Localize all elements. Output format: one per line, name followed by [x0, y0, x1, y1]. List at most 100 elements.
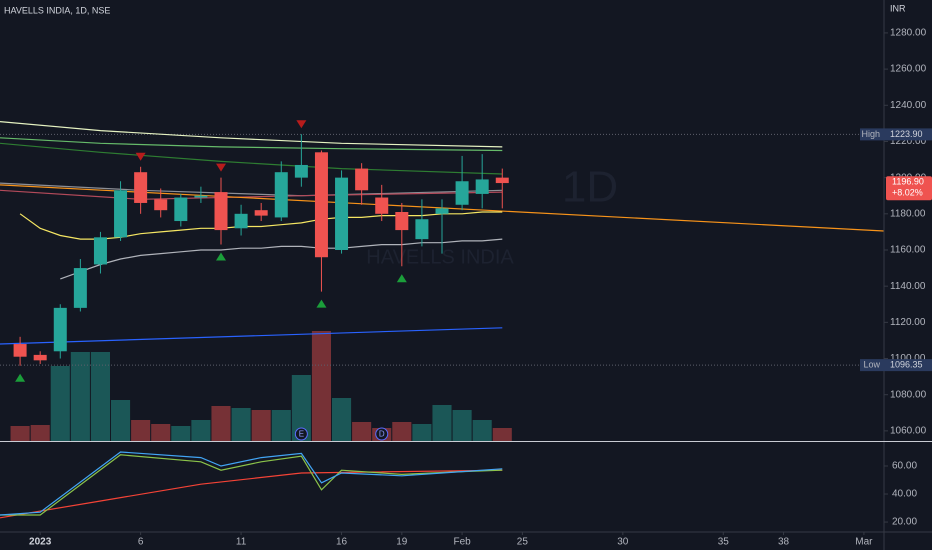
event-icon	[294, 427, 308, 441]
last-price-box	[886, 176, 932, 201]
candle-body	[274, 172, 288, 218]
low-marker-box	[860, 359, 932, 372]
y-tick-label: 1220.00	[890, 136, 927, 147]
candle-body	[13, 344, 27, 357]
candle-body	[214, 192, 228, 231]
overlay-line	[0, 137, 503, 152]
volume-bar	[10, 426, 30, 441]
candle-body	[254, 210, 268, 216]
last-change: +8.02%	[892, 188, 923, 198]
volume-bar	[432, 405, 452, 441]
last-price: 1196.90	[892, 177, 924, 187]
volume-bar	[50, 366, 70, 441]
candle-body	[375, 197, 389, 214]
volume-bar	[251, 410, 271, 441]
y-tick-label: 1180.00	[890, 208, 926, 219]
osc-y-tick-label: 20.00	[892, 517, 917, 528]
x-tick-label: 25	[517, 537, 529, 548]
y-tick-label: 1160.00	[890, 245, 926, 256]
candle-body	[435, 208, 449, 214]
candle-body	[73, 268, 87, 308]
x-tick-label: Feb	[453, 537, 471, 548]
x-tick-label: 19	[396, 537, 408, 548]
overlay-line	[0, 142, 503, 175]
overlay-line	[60, 238, 503, 280]
y-tick-label: 1100.00	[890, 353, 926, 364]
y-tick-label: 1140.00	[890, 281, 926, 292]
x-tick-label: 38	[778, 537, 790, 548]
volume-bar	[311, 331, 331, 441]
y-tick-label: 1120.00	[890, 317, 926, 328]
x-tick-label: 6	[138, 537, 144, 548]
candle-body	[395, 211, 409, 231]
y-tick-label: 1240.00	[890, 100, 927, 111]
volume-bar	[151, 424, 171, 441]
candle-body	[335, 177, 349, 250]
y-tick-label: 1280.00	[890, 28, 927, 39]
volume-bar	[392, 422, 412, 441]
pivot-low-marker	[15, 373, 26, 382]
oscillator-line	[0, 454, 503, 516]
pivot-low-marker	[316, 299, 327, 308]
event-label: E	[299, 430, 304, 439]
osc-y-tick-label: 60.00	[892, 461, 917, 472]
candle-body	[495, 177, 509, 184]
candle-body	[154, 199, 168, 211]
high-marker-value: 1223.90	[890, 129, 923, 139]
candle-body	[174, 197, 188, 222]
candle-body	[355, 168, 369, 191]
pivot-high-marker	[216, 163, 226, 172]
candle-body	[53, 307, 67, 352]
volume-bar	[131, 420, 151, 441]
high-marker-box	[860, 128, 932, 141]
oscillator-line	[0, 451, 503, 516]
event-label: D	[379, 430, 385, 439]
volume-bar	[211, 406, 231, 441]
volume-bar	[30, 425, 50, 441]
volume-bar	[352, 422, 372, 441]
x-tick-label: 11	[236, 537, 247, 548]
osc-y-tick-label: 40.00	[892, 489, 917, 500]
volume-bar	[90, 352, 110, 441]
volume-bar	[332, 398, 352, 441]
candle-body	[93, 237, 107, 265]
volume-bar	[231, 408, 251, 441]
watermark: 1D HAVELLS INDIA	[366, 163, 618, 269]
pivot-low-marker	[396, 274, 407, 283]
volume-bar	[472, 420, 492, 441]
candle-body	[134, 172, 148, 203]
overlay-line	[0, 121, 503, 148]
y-tick-label: 1080.00	[890, 389, 927, 400]
volume-bar	[70, 352, 90, 441]
candle-body	[415, 219, 429, 240]
volume-bar	[452, 410, 472, 441]
low-marker-value: 1096.35	[890, 359, 923, 369]
candle-body	[475, 179, 489, 194]
volume-bar	[271, 410, 291, 441]
volume-bar	[412, 424, 432, 441]
pivot-high-marker	[135, 152, 146, 161]
overlay-line	[0, 327, 503, 345]
pivot-high-marker	[296, 120, 307, 129]
x-tick-label: 30	[617, 537, 629, 548]
candle-body	[194, 195, 208, 198]
event-icon	[375, 427, 389, 441]
x-tick-label: Mar	[855, 537, 873, 548]
pivot-low-marker	[216, 252, 226, 261]
volume-bar	[492, 428, 512, 441]
candle-body	[314, 152, 328, 258]
low-marker-label: Low	[863, 359, 880, 369]
watermark-interval: 1D	[562, 163, 618, 212]
candle-body	[294, 164, 308, 178]
x-tick-label: 16	[336, 537, 348, 548]
currency-label: INR	[890, 3, 906, 13]
volume-bar	[171, 426, 191, 441]
y-tick-label: 1060.00	[890, 426, 927, 437]
x-tick-label: 35	[718, 537, 730, 548]
chart-title: HAVELLS INDIA, 1D, NSE	[4, 5, 110, 15]
candle-body	[33, 354, 47, 361]
